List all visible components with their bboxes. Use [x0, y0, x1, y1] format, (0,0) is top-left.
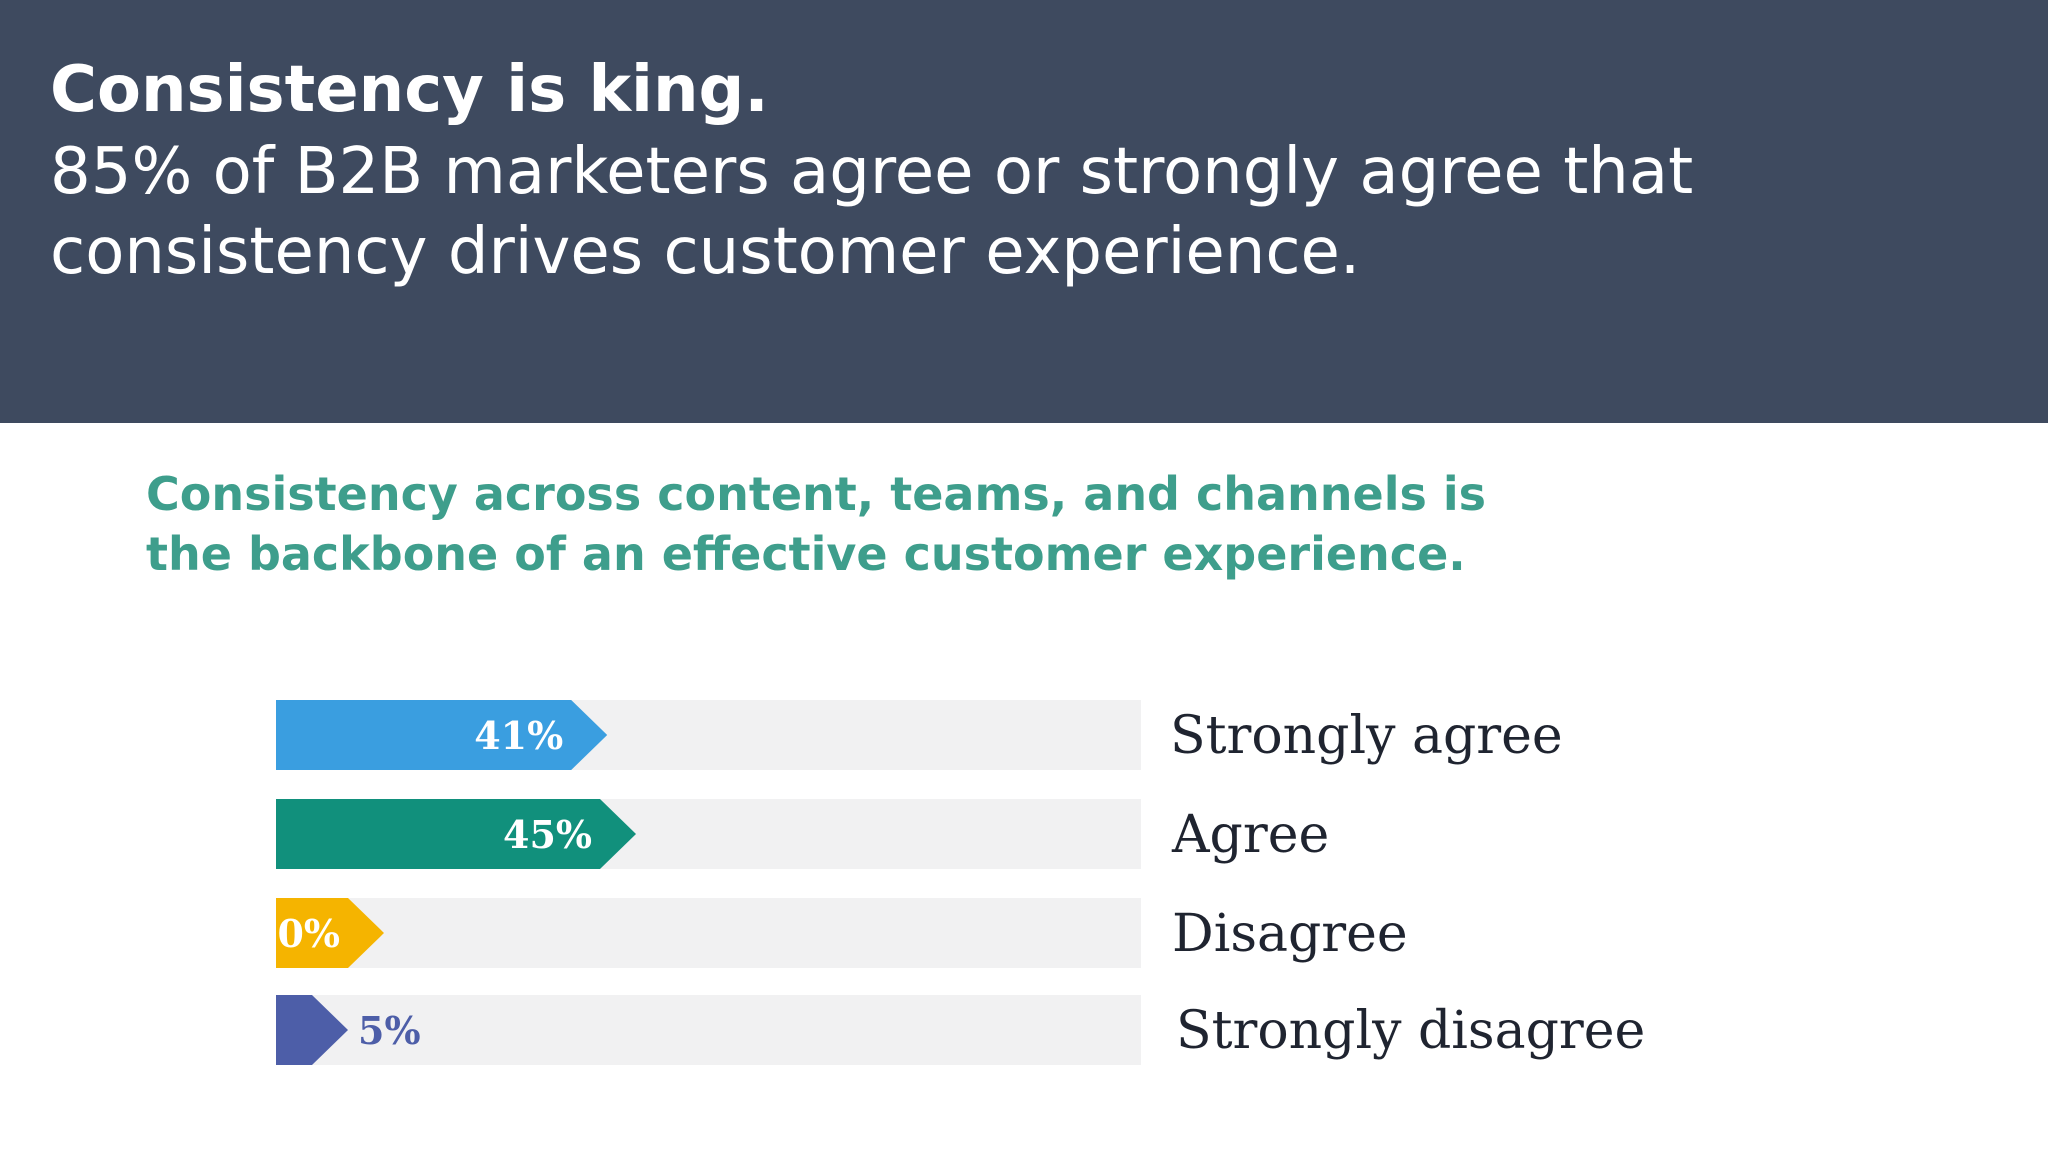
category-label: Strongly disagree	[1176, 1001, 1645, 1061]
value-label: 41%	[474, 713, 563, 758]
category-label: Strongly agree	[1170, 706, 1563, 766]
slide-subtitle: 85% of B2B marketers agree or strongly a…	[50, 135, 1694, 289]
bar-track	[276, 995, 1141, 1065]
value-label: 5%	[358, 1008, 421, 1053]
bar-track	[276, 898, 1141, 968]
header-banner: Consistency is king. 85% of B2B marketer…	[0, 0, 2048, 423]
category-label: Agree	[1171, 805, 1329, 865]
bar-agree	[276, 799, 636, 869]
bar-strongly-agree	[276, 700, 608, 770]
value-label: 45%	[503, 812, 592, 857]
bar-strongly-disagree	[276, 995, 348, 1065]
bar-disagree	[276, 898, 384, 968]
value-label: 10%	[251, 911, 340, 956]
chart-kicker: Consistency across content, teams, and c…	[146, 467, 1487, 581]
slide-title: Consistency is king.	[50, 53, 769, 127]
category-label: Disagree	[1172, 904, 1408, 964]
